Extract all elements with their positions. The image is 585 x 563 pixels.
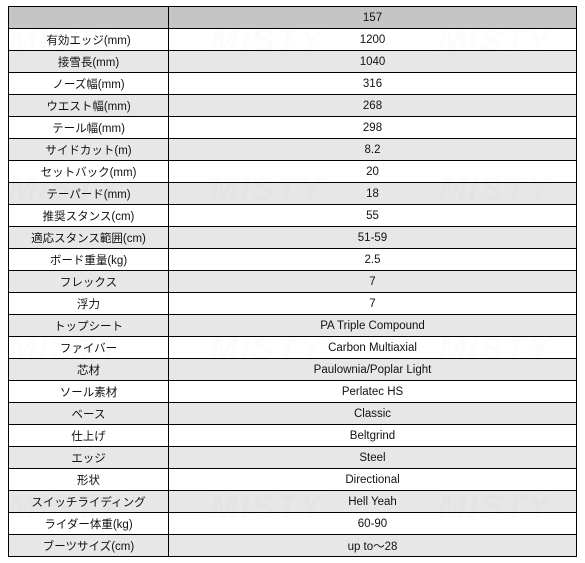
spec-value: 1040 xyxy=(169,51,577,73)
spec-value: Beltgrind xyxy=(169,425,577,447)
spec-table-container: MISTYMISTYMISTYMISTYMISTYMISTYMISTYMISTY… xyxy=(0,0,585,563)
spec-value: Perlatec HS xyxy=(169,381,577,403)
spec-value: 55 xyxy=(169,205,577,227)
table-row: ノーズ幅(mm)316 xyxy=(9,73,577,95)
table-row: スイッチライディングHell Yeah xyxy=(9,491,577,513)
spec-label: 仕上げ xyxy=(9,425,169,447)
table-row: ソール素材Perlatec HS xyxy=(9,381,577,403)
spec-value: Directional xyxy=(169,469,577,491)
spec-label: ウエスト幅(mm) xyxy=(9,95,169,117)
spec-value: 7 xyxy=(169,271,577,293)
table-row: 仕上げBeltgrind xyxy=(9,425,577,447)
spec-value: 316 xyxy=(169,73,577,95)
spec-label: ファイバー xyxy=(9,337,169,359)
spec-label: エッジ xyxy=(9,447,169,469)
spec-value: 60-90 xyxy=(169,513,577,535)
spec-value: 51-59 xyxy=(169,227,577,249)
table-row: 適応スタンス範囲(cm)51-59 xyxy=(9,227,577,249)
spec-label: 芯材 xyxy=(9,359,169,381)
spec-value: Steel xyxy=(169,447,577,469)
spec-label: 接雪長(mm) xyxy=(9,51,169,73)
spec-label: フレックス xyxy=(9,271,169,293)
table-row: ファイバーCarbon Multiaxial xyxy=(9,337,577,359)
spec-label: ライダー体重(kg) xyxy=(9,513,169,535)
table-row: サイドカット(m)8.2 xyxy=(9,139,577,161)
table-row: エッジSteel xyxy=(9,447,577,469)
spec-value: 2.5 xyxy=(169,249,577,271)
header-label-cell xyxy=(9,7,169,29)
spec-label: ソール素材 xyxy=(9,381,169,403)
table-row: フレックス7 xyxy=(9,271,577,293)
spec-value: 1200 xyxy=(169,29,577,51)
spec-value: Carbon Multiaxial xyxy=(169,337,577,359)
spec-value: 20 xyxy=(169,161,577,183)
table-row: テーパード(mm)18 xyxy=(9,183,577,205)
header-value-cell: 157 xyxy=(169,7,577,29)
table-row: ウエスト幅(mm)268 xyxy=(9,95,577,117)
spec-value: PA Triple Compound xyxy=(169,315,577,337)
table-row: 芯材Paulownia/Poplar Light xyxy=(9,359,577,381)
table-row: セットバック(mm)20 xyxy=(9,161,577,183)
spec-label: テーパード(mm) xyxy=(9,183,169,205)
spec-label: 形状 xyxy=(9,469,169,491)
table-row: トップシートPA Triple Compound xyxy=(9,315,577,337)
spec-label: スイッチライディング xyxy=(9,491,169,513)
table-row: 接雪長(mm)1040 xyxy=(9,51,577,73)
spec-label: ブーツサイズ(cm) xyxy=(9,535,169,557)
table-row: 有効エッジ(mm)1200 xyxy=(9,29,577,51)
table-row: 形状Directional xyxy=(9,469,577,491)
spec-value: up to～28 xyxy=(169,535,577,557)
table-row: ボード重量(kg)2.5 xyxy=(9,249,577,271)
spec-label: 適応スタンス範囲(cm) xyxy=(9,227,169,249)
spec-label: ベース xyxy=(9,403,169,425)
spec-table: 157有効エッジ(mm)1200接雪長(mm)1040ノーズ幅(mm)316ウエ… xyxy=(8,6,577,557)
spec-value: Paulownia/Poplar Light xyxy=(169,359,577,381)
spec-label: トップシート xyxy=(9,315,169,337)
table-row: ベースClassic xyxy=(9,403,577,425)
table-row: テール幅(mm)298 xyxy=(9,117,577,139)
spec-label: ノーズ幅(mm) xyxy=(9,73,169,95)
spec-label: 推奨スタンス(cm) xyxy=(9,205,169,227)
spec-label: 浮力 xyxy=(9,293,169,315)
spec-value: 8.2 xyxy=(169,139,577,161)
spec-label: セットバック(mm) xyxy=(9,161,169,183)
spec-label: 有効エッジ(mm) xyxy=(9,29,169,51)
spec-value: 18 xyxy=(169,183,577,205)
table-row: 浮力7 xyxy=(9,293,577,315)
spec-label: サイドカット(m) xyxy=(9,139,169,161)
table-row: ライダー体重(kg)60-90 xyxy=(9,513,577,535)
spec-value: 298 xyxy=(169,117,577,139)
spec-value: Classic xyxy=(169,403,577,425)
table-row: 推奨スタンス(cm)55 xyxy=(9,205,577,227)
spec-label: ボード重量(kg) xyxy=(9,249,169,271)
spec-value: 268 xyxy=(169,95,577,117)
spec-label: テール幅(mm) xyxy=(9,117,169,139)
spec-value: Hell Yeah xyxy=(169,491,577,513)
table-row: ブーツサイズ(cm)up to～28 xyxy=(9,535,577,557)
spec-value: 7 xyxy=(169,293,577,315)
